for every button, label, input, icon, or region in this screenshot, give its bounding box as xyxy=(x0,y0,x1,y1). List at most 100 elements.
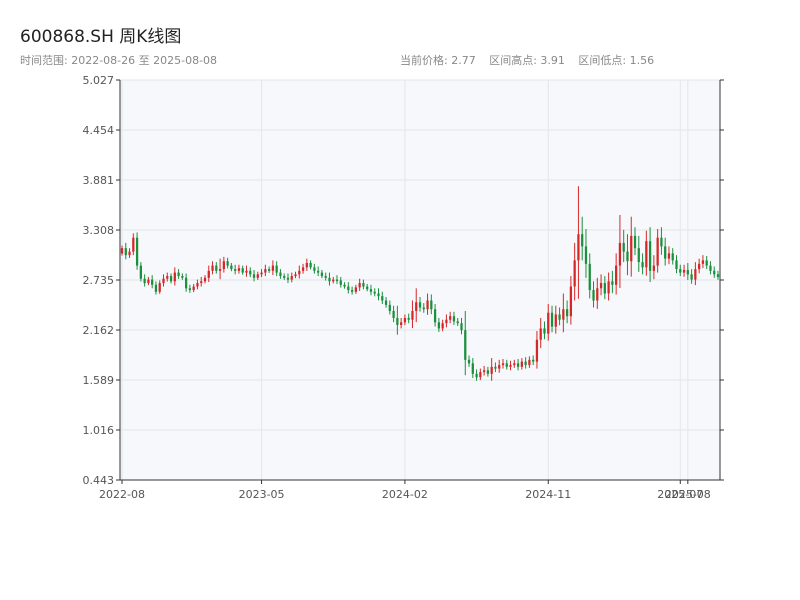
candle-body xyxy=(588,263,591,291)
candle-body xyxy=(698,263,701,270)
y-tick-label: 3.881 xyxy=(83,174,115,187)
candle-body xyxy=(135,237,139,266)
candle-body xyxy=(400,322,403,325)
candle-body xyxy=(565,309,569,317)
candle-body xyxy=(562,309,565,320)
candle-body xyxy=(705,260,708,266)
candle-body xyxy=(173,272,176,282)
candle-body xyxy=(358,283,361,288)
candle-body xyxy=(215,265,218,271)
candle-body xyxy=(350,290,354,292)
candle-body xyxy=(245,270,248,273)
candle-body xyxy=(128,251,131,256)
candle-body xyxy=(192,286,195,291)
candle-body xyxy=(701,260,705,264)
candle-body xyxy=(313,267,316,271)
candle-body xyxy=(290,276,293,280)
candle-body xyxy=(211,265,214,271)
candle-body xyxy=(267,269,271,271)
current-price-text: 当前价格: 2.77 xyxy=(400,54,476,67)
candle-body xyxy=(403,317,407,323)
candle-body xyxy=(415,302,418,311)
candle-body xyxy=(618,242,622,266)
candle-body xyxy=(249,270,252,275)
axes: 0.443 1.016 1.589 2.162 2.735 3.308 3.881 4.454… xyxy=(83,74,724,501)
candle-body xyxy=(335,279,339,282)
candle-body xyxy=(422,307,425,310)
candle-body xyxy=(479,372,482,378)
candle-body xyxy=(177,272,180,277)
candle-body xyxy=(392,310,395,318)
candle-body xyxy=(660,237,663,247)
candle-body xyxy=(381,296,384,301)
candle-body xyxy=(675,260,678,270)
y-tick-label: 1.589 xyxy=(83,374,115,387)
candle-body xyxy=(237,268,241,271)
candle-body xyxy=(524,361,527,366)
candle-body xyxy=(664,246,667,259)
candle-body xyxy=(528,359,531,366)
range-high-text: 区间高点: 3.91 xyxy=(489,54,565,67)
candle-body xyxy=(671,253,674,261)
candle-body xyxy=(645,241,648,268)
candle-body xyxy=(532,359,535,362)
candle-body xyxy=(622,242,625,252)
candle-body xyxy=(656,237,659,266)
candle-body xyxy=(426,300,429,310)
y-tick-label: 1.016 xyxy=(83,424,115,437)
candle-body xyxy=(226,261,229,266)
candle-body xyxy=(452,316,456,322)
candle-body xyxy=(181,276,184,278)
y-tick-label: 3.308 xyxy=(83,224,115,237)
x-tick-label: 2022-08 xyxy=(99,488,145,501)
candle-body xyxy=(637,248,640,263)
x-tick-label: 2023-05 xyxy=(239,488,285,501)
candle-body xyxy=(603,283,606,294)
candle-body xyxy=(147,279,150,284)
candle-body xyxy=(396,317,399,325)
candle-body xyxy=(332,279,335,282)
candle-body xyxy=(362,283,365,287)
candle-body xyxy=(166,276,169,279)
candle-body xyxy=(550,312,554,327)
candle-body xyxy=(143,278,146,284)
candle-body xyxy=(418,302,422,308)
grid-lines xyxy=(120,79,720,481)
y-tick-label: 4.454 xyxy=(83,124,115,137)
candle-body xyxy=(252,274,256,278)
candle-body xyxy=(456,321,459,324)
candle-body xyxy=(275,265,278,273)
candle-body xyxy=(513,363,516,366)
candle-body xyxy=(626,251,629,262)
candle-body xyxy=(411,310,414,320)
candle-body xyxy=(230,265,233,270)
candle-body xyxy=(162,278,165,284)
candle-body xyxy=(430,300,433,310)
y-tick-label: 0.443 xyxy=(83,474,115,487)
candle-body xyxy=(584,246,588,264)
candle-body xyxy=(501,363,505,366)
candle-body xyxy=(445,319,448,324)
candle-body xyxy=(535,339,539,362)
candle-body xyxy=(151,279,154,285)
candle-body xyxy=(328,277,331,282)
candle-body xyxy=(218,269,222,271)
x-tick-label: 2025-08 xyxy=(665,488,711,501)
candle-body xyxy=(437,322,440,329)
candle-body xyxy=(283,276,286,278)
candle-body xyxy=(271,265,275,271)
candle-body xyxy=(324,276,327,278)
candle-body xyxy=(690,274,693,280)
candle-body xyxy=(471,363,474,374)
candle-body xyxy=(298,270,301,275)
candle-body xyxy=(516,363,520,367)
candle-body xyxy=(184,277,188,289)
candle-body xyxy=(633,235,637,249)
candle-body xyxy=(120,248,124,254)
candle-body xyxy=(188,288,192,291)
candle-body xyxy=(490,366,493,374)
candle-body xyxy=(630,235,633,262)
candle-body xyxy=(339,280,342,285)
x-tick-label: 2025-07 xyxy=(657,488,703,501)
